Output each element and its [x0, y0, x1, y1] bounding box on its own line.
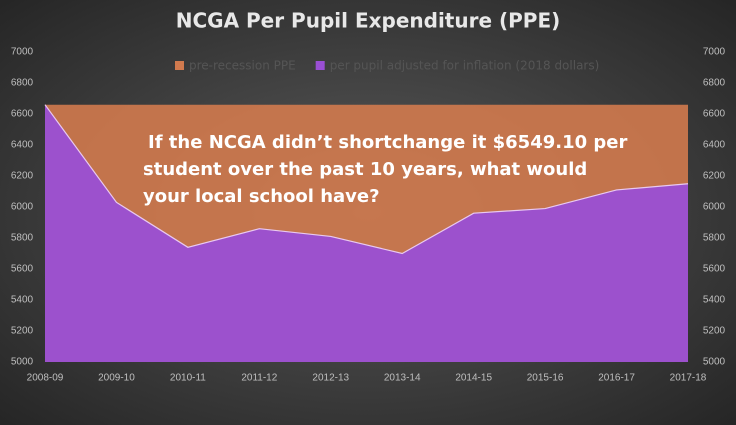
x-tick-label: 2008-09	[27, 373, 64, 384]
y-tick-label: 6000	[11, 202, 34, 213]
legend-label: pre-recession PPE	[189, 59, 296, 73]
y-tick-label: 6200	[11, 171, 34, 182]
y-tick-label: 5200	[11, 326, 34, 337]
y2-tick-label: 5000	[703, 357, 726, 368]
y2-tick-label: 6000	[703, 202, 726, 213]
y-tick-label: 5600	[11, 264, 34, 275]
y2-tick-label: 5800	[703, 233, 726, 244]
y2-tick-label: 6200	[703, 171, 726, 182]
y2-tick-label: 5200	[703, 326, 726, 337]
annotation: student over the past 10 years, what wou…	[143, 159, 587, 180]
x-tick-label: 2010-11	[170, 373, 206, 384]
x-tick-label: 2009-10	[98, 373, 135, 384]
y-tick-label: 6800	[11, 78, 34, 89]
area	[45, 104, 688, 362]
y2-tick-label: 6600	[703, 109, 726, 120]
legend-swatch	[175, 61, 184, 70]
annotation: your local school have?	[143, 186, 380, 207]
chart-title: NCGA Per Pupil Expenditure (PPE)	[176, 9, 561, 33]
y-tick-label: 5000	[11, 357, 34, 368]
y-tick-label: 5400	[11, 295, 34, 306]
legend-label: per pupil adjusted for inflation (2018 d…	[330, 59, 600, 73]
x-tick-label: 2013-14	[384, 373, 421, 384]
x-tick-label: 2016-17	[598, 373, 635, 384]
y2-tick-label: 5600	[703, 264, 726, 275]
y2-tick-label: 7000	[703, 47, 726, 58]
x-tick-label: 2014-15	[455, 373, 492, 384]
y2-tick-label: 6400	[703, 140, 726, 151]
y2-tick-label: 5400	[703, 295, 726, 306]
x-tick-label: 2017-18	[670, 373, 707, 384]
legend-swatch	[315, 61, 325, 70]
y2-tick-label: 6800	[703, 78, 726, 89]
y-tick-label: 7000	[11, 47, 34, 58]
x-tick-label: 2015-16	[527, 373, 564, 384]
y-tick-label: 5800	[11, 233, 34, 244]
y-tick-label: 6400	[11, 140, 34, 151]
annotation: If the NCGA didn’t shortchange it $6549.…	[148, 132, 627, 153]
x-tick-label: 2011-12	[241, 373, 277, 384]
area-edge	[44, 104, 689, 255]
y-tick-label: 6600	[11, 109, 34, 120]
x-tick-label: 2012-13	[312, 373, 349, 384]
